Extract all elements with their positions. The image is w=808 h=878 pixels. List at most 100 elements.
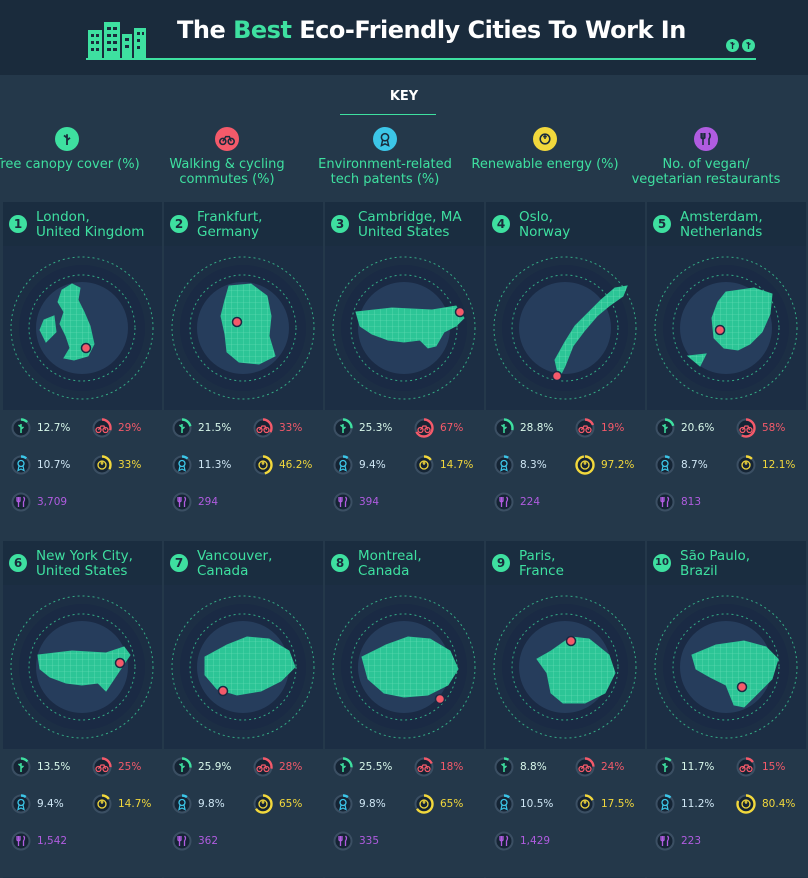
stat-walk: 24% [575, 757, 624, 777]
key-title: KEY [389, 89, 419, 104]
country-label: United Kingdom [36, 224, 145, 240]
tree-icon [55, 127, 79, 151]
rank-badge: 6 [9, 554, 27, 572]
cutlery-icon [694, 127, 718, 151]
icon-bg [334, 456, 352, 474]
country-grid-overlay [692, 641, 778, 707]
stat-renew: 14.7% [92, 794, 151, 814]
stat-value-tree: 28.8% [520, 422, 554, 434]
icon-bg [656, 795, 674, 813]
city-card-header: 10 São Paulo, Brazil [647, 541, 806, 585]
outer-dotted-ring [10, 595, 154, 739]
city-pin-icon [454, 306, 466, 318]
progress-arc [575, 455, 595, 475]
stat-walk: 25% [92, 757, 141, 777]
rank-badge: 7 [170, 554, 188, 572]
stat-vegan: 294 [172, 492, 218, 512]
key-item-walk: Walking & cycling commutes (%) [147, 125, 307, 187]
progress-arc [414, 794, 434, 814]
city-card-header: 6 New York City, United States [3, 541, 162, 585]
stat-value-tree: 13.5% [37, 761, 71, 773]
stat-renew: 97.2% [575, 455, 634, 475]
tree-icon [494, 757, 514, 777]
bicycle-icon [736, 757, 756, 777]
city-stats: 28.8% 19% 8.3% 97.2% 224 [486, 410, 645, 538]
city-pin-icon [565, 635, 577, 647]
country-label: Norway [519, 224, 571, 240]
icon-bg [173, 795, 191, 813]
progress-arc [92, 794, 112, 814]
stat-renew: 12.1% [736, 455, 795, 475]
stat-value-renew: 46.2% [279, 459, 313, 471]
stat-value-patent: 11.2% [681, 798, 715, 810]
city-pin-icon [231, 316, 243, 328]
city-label: Frankfurt, [197, 209, 263, 225]
energy-plug-icon [736, 455, 756, 475]
stat-value-patent: 9.4% [359, 459, 386, 471]
progress-arc [253, 794, 273, 814]
stat-value-vegan: 362 [198, 835, 219, 847]
city-stats: 20.6% 58% 8.7% 12.1% 813 [647, 410, 806, 538]
country-map-panel [325, 246, 484, 410]
progress-arc [414, 455, 434, 475]
country-map [332, 595, 476, 739]
buildings-icon [88, 22, 146, 60]
country-grid-overlay [221, 284, 275, 364]
icon-bg [495, 795, 513, 813]
title-underline [86, 58, 756, 60]
stat-vegan: 394 [333, 492, 379, 512]
country-map [171, 256, 315, 400]
progress-arc [253, 455, 273, 475]
stat-vegan: 3,709 [11, 492, 67, 512]
city-name: Vancouver, Canada [197, 549, 272, 579]
city-card: 7 Vancouver, Canada 25.9% 28% 9.8% 65% 362 [164, 541, 323, 878]
city-name: Amsterdam, Netherlands [680, 210, 763, 240]
city-card-header: 9 Paris, France [486, 541, 645, 585]
city-card: 10 São Paulo, Brazil 11.7% 15% 11.2% 80.4% 223 [647, 541, 806, 878]
city-name: New York City, United States [36, 549, 133, 579]
stat-value-renew: 65% [279, 798, 303, 810]
progress-arc [92, 757, 112, 777]
city-name: Cambridge, MA United States [358, 210, 462, 240]
stat-value-renew: 33% [118, 459, 142, 471]
stat-value-renew: 80.4% [762, 798, 796, 810]
stat-value-patent: 10.5% [520, 798, 554, 810]
outer-dotted-ring [493, 595, 637, 739]
country-map-panel [3, 585, 162, 749]
stat-value-vegan: 1,429 [520, 835, 551, 847]
cutlery-icon [333, 492, 353, 512]
stat-patent: 10.7% [11, 455, 70, 475]
stat-tree: 25.5% [333, 757, 392, 777]
stat-value-patent: 8.7% [681, 459, 708, 471]
energy-plug-icon [533, 127, 557, 151]
energy-plug-icon [414, 455, 434, 475]
progress-track [333, 492, 353, 512]
cutlery-icon [172, 831, 192, 851]
stat-renew: 33% [92, 455, 141, 475]
outer-dotted-ring [654, 256, 798, 400]
energy-plug-icon [575, 455, 595, 475]
bicycle-icon [92, 757, 112, 777]
stat-value-tree: 20.6% [681, 422, 715, 434]
key-item-vegan: No. of vegan/ vegetarian restaurants [626, 125, 786, 187]
stat-walk: 28% [253, 757, 302, 777]
inner-dotted-ring [28, 613, 136, 721]
city-label: New York City, [36, 548, 133, 564]
stat-vegan: 1,429 [494, 831, 550, 851]
stat-renew: 46.2% [253, 455, 312, 475]
progress-arc [655, 455, 675, 475]
progress-track [11, 831, 31, 851]
patent-ribbon-icon [655, 455, 675, 475]
progress-arc [11, 455, 31, 475]
cutlery-icon [494, 492, 514, 512]
progress-arc [11, 794, 31, 814]
stat-patent: 8.7% [655, 455, 708, 475]
stat-value-renew: 14.7% [118, 798, 152, 810]
stat-value-patent: 11.3% [198, 459, 232, 471]
key-item-label: No. of vegan/ vegetarian restaurants [631, 157, 781, 187]
progress-arc [494, 757, 514, 777]
stat-value-renew: 14.7% [440, 459, 474, 471]
city-name: Montreal, Canada [358, 549, 422, 579]
country-label: Netherlands [680, 224, 763, 240]
stat-renew: 14.7% [414, 455, 473, 475]
